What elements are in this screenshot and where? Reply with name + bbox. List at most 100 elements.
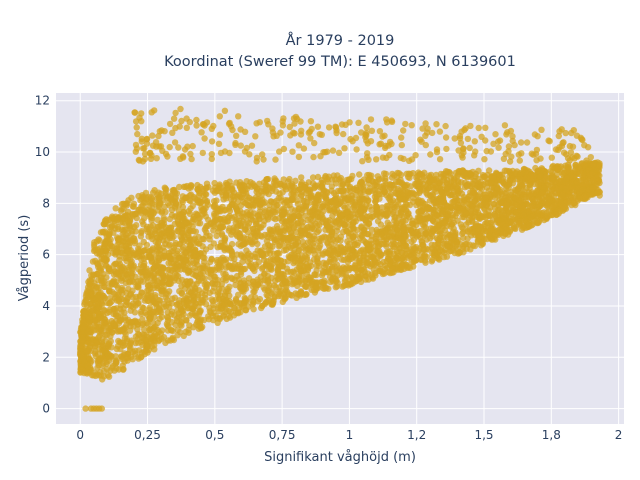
data-point xyxy=(149,222,157,229)
data-point xyxy=(209,187,217,194)
data-point xyxy=(262,299,270,306)
data-point xyxy=(366,203,373,210)
data-point xyxy=(172,199,179,206)
data-point xyxy=(302,181,309,189)
data-point xyxy=(135,192,142,200)
data-point xyxy=(129,300,137,307)
data-point xyxy=(321,233,328,240)
data-point xyxy=(138,228,145,235)
data-point xyxy=(237,251,245,258)
data-point xyxy=(107,354,115,361)
data-point xyxy=(240,213,247,220)
data-point xyxy=(458,179,465,186)
data-point xyxy=(507,218,514,225)
data-point xyxy=(246,237,254,244)
data-point xyxy=(271,179,278,186)
data-point xyxy=(194,293,201,301)
data-point xyxy=(265,209,273,216)
data-point xyxy=(464,235,471,242)
data-point xyxy=(292,290,299,297)
data-point xyxy=(447,234,454,241)
data-point xyxy=(155,243,162,251)
data-point xyxy=(459,230,466,237)
data-point xyxy=(482,194,490,201)
data-point xyxy=(140,247,147,254)
data-point xyxy=(366,171,373,179)
data-point xyxy=(168,206,176,214)
data-point xyxy=(410,243,417,250)
data-point xyxy=(150,319,157,327)
data-point xyxy=(378,175,386,182)
data-point xyxy=(498,191,506,198)
data-point xyxy=(477,178,484,186)
data-point xyxy=(176,241,183,248)
data-point xyxy=(195,219,202,227)
data-point xyxy=(320,279,327,286)
data-point xyxy=(281,227,289,235)
data-point xyxy=(374,243,382,250)
data-point xyxy=(205,184,212,191)
data-point xyxy=(140,215,148,222)
data-point xyxy=(534,181,542,188)
data-point xyxy=(185,246,193,253)
data-point xyxy=(590,161,597,168)
data-point xyxy=(166,224,173,231)
data-point xyxy=(158,313,166,320)
data-point xyxy=(302,212,309,219)
data-point xyxy=(232,281,239,289)
data-point xyxy=(187,278,194,285)
data-point xyxy=(118,206,126,213)
data-point xyxy=(292,177,299,184)
data-point xyxy=(180,209,188,216)
data-point xyxy=(304,227,311,234)
data-point xyxy=(319,267,327,275)
data-point xyxy=(311,271,318,278)
data-point xyxy=(341,204,348,212)
data-point xyxy=(446,208,454,215)
data-point xyxy=(527,214,534,221)
data-point xyxy=(510,224,518,231)
data-point xyxy=(357,179,364,187)
data-point xyxy=(208,256,215,263)
data-point xyxy=(571,199,578,207)
data-point xyxy=(99,341,106,348)
data-point xyxy=(260,252,267,260)
data-point xyxy=(556,178,563,185)
data-point xyxy=(96,332,103,340)
data-point xyxy=(285,221,293,229)
data-point xyxy=(304,239,312,246)
data-point xyxy=(109,362,117,370)
data-point xyxy=(228,231,235,238)
data-point xyxy=(583,178,590,186)
data-point xyxy=(190,324,197,331)
data-point xyxy=(129,203,136,210)
data-point xyxy=(353,226,361,234)
data-point xyxy=(287,291,294,299)
data-point xyxy=(156,279,163,287)
data-point xyxy=(287,229,294,237)
data-point xyxy=(110,310,117,318)
data-point xyxy=(271,236,278,244)
data-point xyxy=(175,277,182,285)
data-point xyxy=(256,295,264,303)
data-point xyxy=(559,171,566,178)
data-point xyxy=(397,176,404,183)
data-point xyxy=(299,219,306,226)
data-point xyxy=(421,200,429,208)
data-point xyxy=(144,297,151,305)
data-point xyxy=(132,293,140,301)
data-point xyxy=(131,237,139,245)
data-point xyxy=(239,258,246,265)
data-point xyxy=(434,227,441,235)
data-point xyxy=(161,203,168,210)
data-point xyxy=(346,265,353,272)
data-point xyxy=(469,180,477,188)
data-point xyxy=(376,213,384,220)
data-point xyxy=(298,233,305,240)
data-point xyxy=(159,265,167,272)
data-point xyxy=(327,278,334,286)
data-point xyxy=(291,258,298,265)
data-point xyxy=(459,167,466,174)
data-point xyxy=(382,170,390,178)
data-point xyxy=(113,270,120,278)
